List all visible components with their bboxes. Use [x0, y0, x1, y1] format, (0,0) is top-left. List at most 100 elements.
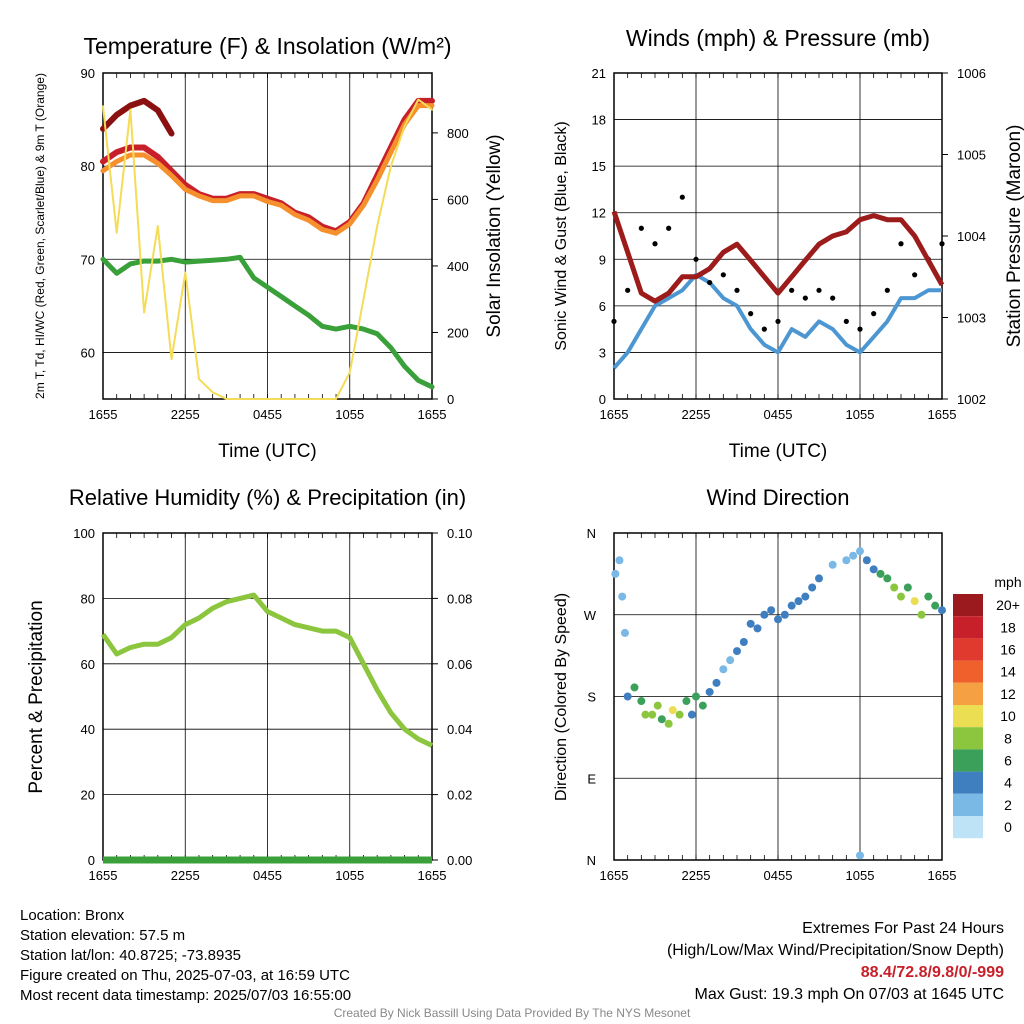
series-line-9m-t	[100, 103, 435, 236]
direction-point	[760, 610, 769, 619]
direction-point	[910, 597, 919, 606]
y-tick-label: N	[587, 853, 596, 868]
direction-point	[774, 615, 782, 624]
y-axis-label: Sonic Wind & Gust (Blue, Black)	[553, 121, 570, 350]
plot-frame	[613, 532, 943, 861]
chart-panel-4: Wind Direction 1655 2255 0455 1055 1655 N E S W N D…	[553, 485, 1022, 883]
colorbar-swatch	[953, 682, 983, 705]
y2-tick-label: 0.02	[447, 788, 472, 803]
colorbar-label: 8	[1004, 730, 1012, 746]
gust-point	[939, 241, 945, 247]
gust-point	[638, 225, 644, 231]
latlon-text: Station lat/lon: 40.8725; -73.8935	[20, 947, 242, 964]
direction-point	[668, 706, 677, 715]
direction-point	[657, 715, 666, 724]
y-tick-label: 20	[81, 788, 95, 803]
x-tick-label: 2255	[682, 407, 711, 422]
extremes-subtitle: (High/Low/Max Wind/Precipitation/Snow De…	[666, 942, 1004, 959]
x-tick-label: 0455	[764, 407, 793, 422]
y-tick-label: 0	[88, 853, 95, 868]
direction-point	[787, 601, 796, 610]
y-tick-label: 80	[81, 591, 95, 606]
x-tick-label: 2255	[682, 868, 711, 883]
colorbar-label: 4	[1004, 775, 1012, 791]
colorbar-label: 10	[1000, 708, 1016, 724]
colorbar-label: 14	[1000, 664, 1016, 680]
colorbar-swatch	[953, 727, 983, 750]
chart-panel-3: Relative Humidity (%) & Precipitation (i…	[26, 485, 472, 883]
colorbar-title: mph	[994, 574, 1021, 590]
direction-point	[856, 547, 864, 556]
y-tick-label: 40	[81, 722, 95, 737]
gust-point	[761, 326, 767, 332]
gust-point	[884, 287, 890, 293]
y2-tick-label: 600	[447, 192, 469, 207]
y-axis-label: Direction (Colored By Speed)	[553, 593, 570, 801]
direction-point	[653, 701, 662, 710]
y-tick-label: 60	[81, 657, 95, 672]
direction-point	[862, 556, 871, 565]
series-line-rh	[100, 592, 434, 748]
direction-point	[897, 592, 905, 601]
y2-tick-label: 400	[447, 259, 469, 274]
extremes-title: Extremes For Past 24 Hours	[802, 920, 1004, 937]
direction-point	[692, 692, 700, 701]
y-tick-label: 12	[592, 206, 606, 221]
colorbar-swatch	[953, 616, 983, 639]
gust-point	[843, 318, 849, 324]
direction-point	[883, 574, 892, 583]
direction-point	[849, 551, 858, 560]
gust-point	[666, 225, 672, 231]
direction-point	[890, 583, 899, 592]
colorbar-swatch	[953, 660, 983, 683]
x-tick-label: 2255	[171, 868, 200, 883]
y-tick-label: 90	[81, 66, 95, 81]
created-text: Figure created on Thu, 2025-07-03, at 16…	[20, 967, 350, 984]
y2-axis-label: Solar Insolation (Yellow)	[484, 134, 505, 337]
colorbar-label: 2	[1004, 797, 1012, 813]
y2-axis-label: Station Pressure (Maroon)	[1004, 125, 1024, 348]
plot-frame	[613, 72, 943, 400]
y2-tick-label: 1005	[957, 148, 986, 163]
series-line-solar	[102, 98, 433, 400]
direction-point	[739, 638, 748, 646]
x-tick-label: 1055	[846, 407, 875, 422]
colorbar-swatch	[953, 816, 983, 839]
y2-tick-label: 1004	[957, 229, 986, 244]
direction-point	[733, 647, 741, 656]
gust-point	[912, 272, 918, 278]
direction-point	[637, 697, 646, 706]
x-tick-label: 0455	[253, 407, 282, 422]
y-tick-label: S	[587, 690, 596, 705]
gust-point	[816, 287, 822, 293]
gust-point	[775, 318, 781, 324]
direction-point	[815, 574, 823, 583]
y-axis-label: 2m T, Td, HI/WC (Red, Green, Scarlet/Blu…	[33, 73, 47, 399]
elevation-text: Station elevation: 57.5 m	[20, 927, 186, 944]
y-tick-label: 6	[599, 299, 606, 314]
series-line-pressure	[611, 210, 945, 304]
direction-point	[801, 592, 810, 601]
direction-point	[828, 560, 837, 569]
direction-point	[630, 683, 639, 692]
x-tick-label: 1655	[89, 407, 118, 422]
series-line-hi	[100, 97, 175, 137]
direction-point	[869, 565, 878, 574]
gust-point	[857, 326, 863, 332]
y2-tick-label: 1003	[957, 311, 986, 326]
direction-point	[753, 624, 762, 633]
y-tick-label: 21	[592, 66, 606, 81]
y2-tick-label: 0.04	[447, 722, 472, 737]
direction-point	[842, 556, 851, 565]
y-tick-label: 9	[599, 252, 606, 267]
gust-point	[693, 256, 699, 262]
direction-point	[780, 610, 789, 619]
colorbar-label: 20+	[996, 597, 1020, 613]
gust-point	[679, 194, 685, 200]
x-tick-label: 1655	[928, 407, 957, 422]
y-tick-label: 18	[592, 113, 606, 128]
direction-point	[931, 601, 940, 610]
direction-point	[648, 710, 657, 719]
colorbar-swatch	[953, 793, 983, 816]
max-gust-text: Max Gust: 19.3 mph On 07/03 at 1645 UTC	[694, 986, 1005, 1003]
